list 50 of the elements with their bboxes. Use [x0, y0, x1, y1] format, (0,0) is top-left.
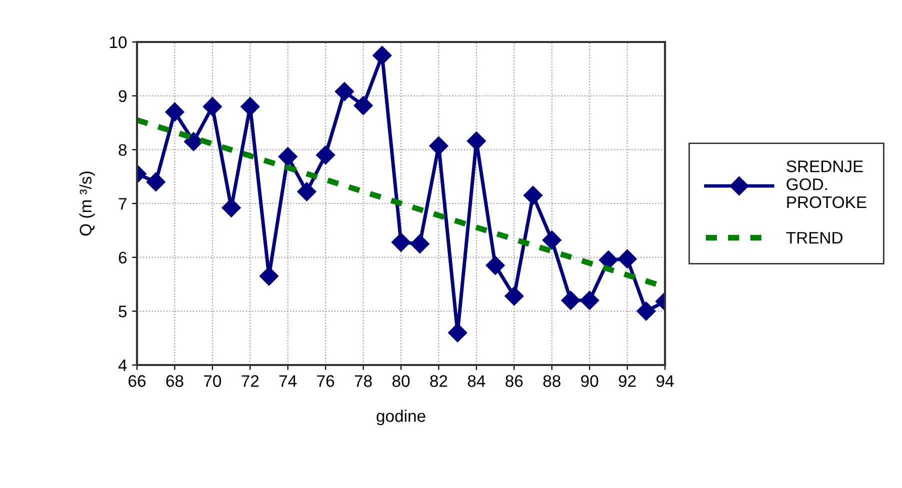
point [391, 232, 411, 252]
x-tick-label: 86 [506, 375, 523, 387]
point [202, 97, 222, 116]
point [222, 198, 241, 218]
point [486, 256, 505, 275]
legend-label: SREDNJE GOD. PROTOKE [786, 160, 866, 208]
x-tick-label: 76 [317, 375, 334, 387]
point [146, 172, 166, 192]
point [618, 249, 637, 268]
point [542, 230, 562, 250]
point [372, 46, 392, 65]
y-tick-label: 4 [118, 360, 127, 372]
point [316, 146, 336, 165]
x-tick-label: 70 [204, 375, 222, 387]
point [561, 290, 580, 310]
y-tick-label: 10 [110, 36, 127, 48]
x-tick-label: 92 [618, 375, 636, 387]
x-tick-label: 84 [468, 375, 486, 387]
x-tick-label: 74 [279, 375, 297, 387]
point [448, 323, 468, 342]
y-tick-label: 7 [118, 198, 126, 210]
point [165, 102, 184, 122]
point [523, 186, 543, 205]
x-tick-label: 80 [392, 375, 410, 387]
x-tick-label: 94 [656, 375, 674, 387]
point [636, 302, 656, 321]
y-axis-title: Q (m ³/s) [79, 172, 95, 236]
x-tick-label: 78 [354, 375, 372, 387]
x-tick-label: 88 [543, 375, 560, 387]
x-tick-label: 68 [166, 375, 184, 387]
point [278, 147, 298, 166]
x-axis-title: godine [376, 410, 426, 426]
point [354, 96, 373, 116]
y-tick-label: 9 [118, 90, 126, 102]
y-tick-label: 5 [118, 306, 127, 318]
x-tick-label: 82 [430, 375, 448, 387]
point [504, 286, 524, 306]
x-tick-label: 90 [581, 375, 598, 387]
x-tick-label: 66 [128, 375, 146, 387]
legend-label: TREND [786, 232, 842, 244]
point [334, 82, 354, 102]
point [259, 266, 279, 286]
point [184, 132, 204, 152]
point [410, 234, 430, 254]
y-tick-label: 6 [118, 252, 127, 264]
point [297, 182, 316, 202]
y-tick-label: 8 [118, 144, 127, 156]
x-tick-label: 72 [242, 375, 259, 387]
point [580, 290, 600, 310]
point [429, 136, 448, 156]
